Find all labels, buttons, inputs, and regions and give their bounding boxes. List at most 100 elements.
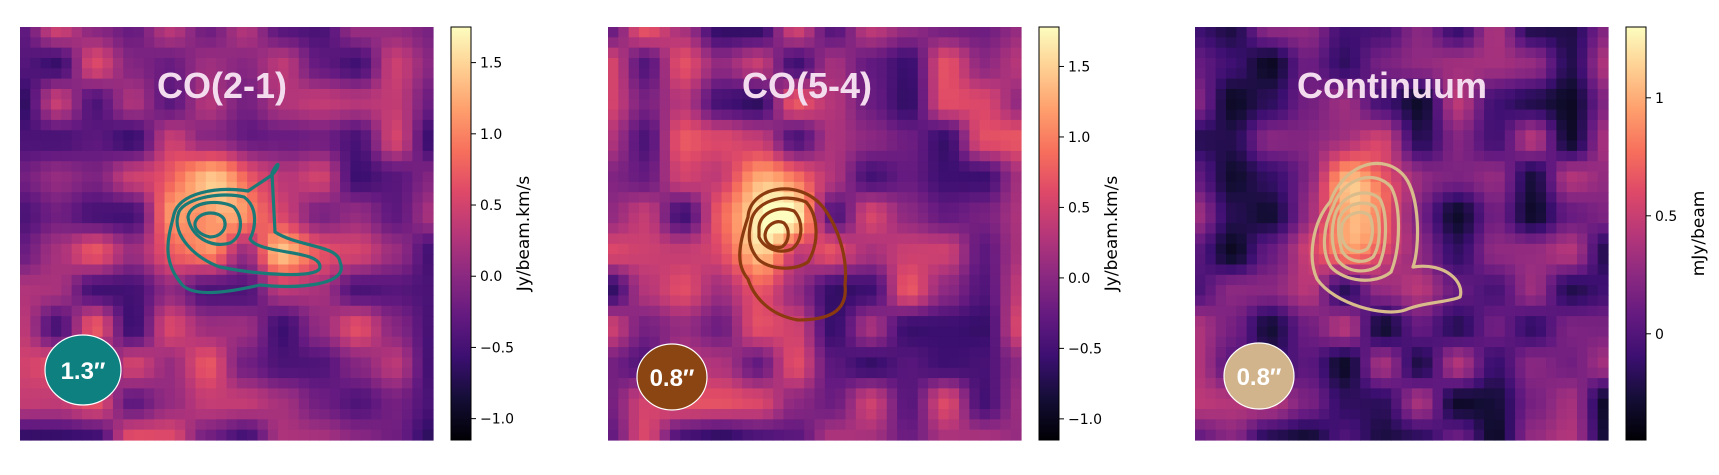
heatmap-cell [814,202,826,214]
heatmap-cell [123,378,135,389]
heatmap-cell [1442,233,1454,245]
heatmap-cell [1432,212,1444,224]
heatmap-cell [50,285,62,297]
heatmap-cell [319,367,331,379]
heatmap-cell [61,223,73,235]
heatmap-cell [20,150,31,162]
heatmap-cell [267,119,279,131]
heatmap-cell [40,326,52,338]
heatmap-cell [1422,223,1434,235]
heatmap-cell [216,326,228,338]
heatmap-cell [907,88,919,100]
heatmap-cell [123,336,135,348]
heatmap-cell [1577,150,1588,162]
heatmap-cell [1546,119,1557,131]
heatmap-cell [102,192,114,204]
heatmap-cell [959,47,970,59]
heatmap-cell [1577,336,1588,348]
heatmap-cell [1318,336,1330,348]
heatmap-cell [40,419,52,431]
heatmap-cell [979,347,991,358]
heatmap-cell [247,419,259,431]
heatmap-cell [350,150,362,162]
heatmap-cell [1277,99,1289,111]
heatmap-cell [1000,233,1012,245]
heatmap-cell [350,274,362,286]
heatmap-cell [412,223,424,235]
heatmap-cell [1277,223,1289,235]
heatmap-cell [309,409,321,420]
heatmap-cell [938,254,950,266]
heatmap-cell [1577,305,1588,317]
heatmap-cell [112,285,124,297]
heatmap-cell [102,429,114,441]
heatmap-cell [1339,150,1351,162]
heatmap-cell [886,326,898,338]
heatmap-cell [804,274,816,286]
heatmap-cell [669,285,681,297]
heatmap-cell [1556,223,1568,235]
heatmap-cell [969,233,981,245]
heatmap-cell [835,398,847,410]
heatmap-cell [783,378,795,389]
heatmap-cell [928,233,939,245]
heatmap-cell [731,254,743,266]
heatmap-cell [1515,109,1526,121]
heatmap-cell [112,68,124,80]
heatmap-cell [1577,99,1588,111]
heatmap-cell [1473,68,1485,80]
heatmap-cell [1195,347,1206,358]
heatmap-cell [928,119,939,131]
heatmap-cell [628,109,640,121]
heatmap-cell [1391,57,1403,69]
heatmap-cell [133,27,145,38]
heatmap-cell [1566,326,1578,338]
heatmap-cell [876,419,888,431]
heatmap-cell [102,398,114,410]
heatmap-cell [618,295,630,307]
heatmap-cell [1298,130,1310,142]
heatmap-cell [278,429,290,441]
heatmap-cell [1267,243,1279,255]
heatmap-cell [288,47,300,59]
heatmap-cell [154,140,166,152]
heatmap-cell [1494,357,1506,369]
heatmap-cell [649,119,661,131]
heatmap-cell [81,295,93,307]
heatmap-cell [1246,119,1258,131]
heatmap-cell [700,264,712,276]
panel-title: CO(2-1) [157,65,287,106]
heatmap-cell [81,130,93,142]
heatmap-cell [236,274,248,286]
heatmap-cell [1432,274,1444,286]
heatmap-cell [216,295,228,307]
heatmap-cell [669,68,681,80]
heatmap-cell [288,130,300,142]
heatmap-cell [350,398,362,410]
heatmap-cell [61,27,73,38]
heatmap-cell [226,192,238,204]
heatmap-cell [278,68,290,80]
heatmap-cell [1360,347,1372,358]
heatmap-cell [1000,119,1012,131]
heatmap-cell [278,398,290,410]
heatmap-cell [886,57,898,69]
heatmap-cell [1473,388,1485,400]
heatmap-cell [216,109,228,121]
heatmap-cell [1535,378,1547,389]
heatmap-cell [1566,367,1578,379]
heatmap-cell [1308,192,1320,204]
heatmap-cell [814,57,826,69]
heatmap-cell [990,150,1001,162]
heatmap-cell [948,409,960,420]
heatmap-cell [154,171,166,183]
heatmap-cell [298,254,310,266]
heatmap-cell [216,130,228,142]
heatmap-cell [30,233,42,245]
heatmap-cell [123,223,135,235]
heatmap-cell [340,336,351,348]
heatmap-cell [711,367,723,379]
heatmap-cell [804,37,816,49]
heatmap-cell [412,419,424,431]
heatmap-cell [61,285,73,297]
